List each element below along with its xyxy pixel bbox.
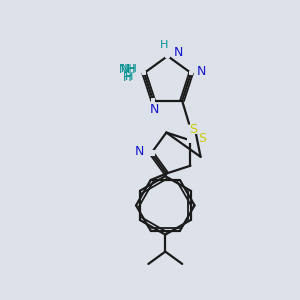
Text: S: S — [189, 123, 197, 136]
Text: N: N — [150, 103, 159, 116]
Bar — [148, 150, 154, 156]
Text: H: H — [160, 40, 169, 50]
Bar — [142, 71, 146, 75]
Text: H: H — [124, 72, 133, 82]
Text: N: N — [174, 46, 183, 59]
Text: NH: NH — [120, 64, 137, 74]
Text: N: N — [197, 65, 207, 78]
Text: H: H — [123, 71, 132, 84]
Bar — [188, 137, 194, 143]
Bar — [189, 71, 194, 75]
Text: S: S — [198, 132, 206, 145]
Text: N: N — [134, 145, 144, 158]
Bar — [189, 126, 197, 134]
Bar — [151, 98, 155, 103]
Bar — [165, 54, 170, 58]
Text: NH: NH — [118, 64, 136, 76]
